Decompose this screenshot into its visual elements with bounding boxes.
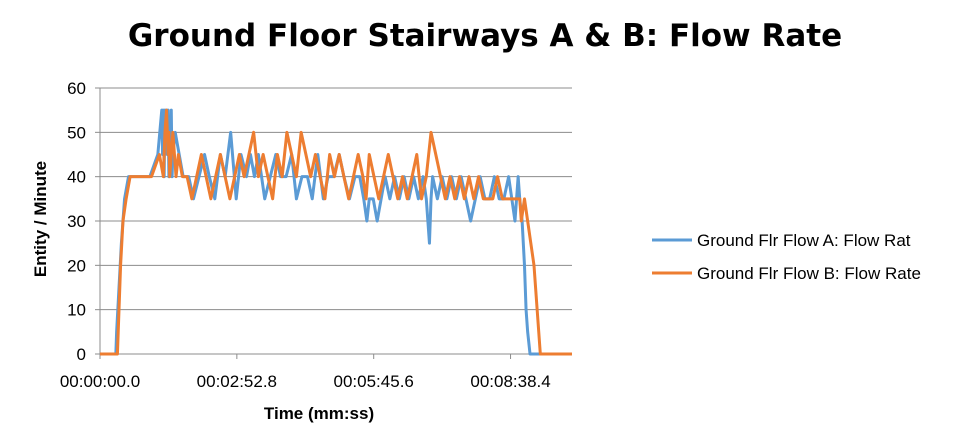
y-tick-label: 60 bbox=[67, 79, 86, 98]
x-tick-label: 00:00:00.0 bbox=[60, 372, 140, 391]
legend-label: Ground Flr Flow A: Flow Rat bbox=[697, 231, 911, 250]
x-tick-label: 00:02:52.8 bbox=[197, 372, 277, 391]
legend-label: Ground Flr Flow B: Flow Rate bbox=[697, 264, 921, 283]
y-tick-label: 0 bbox=[77, 345, 86, 364]
chart-title: Ground Floor Stairways A & B: Flow Rate bbox=[127, 18, 843, 54]
y-tick-label: 40 bbox=[67, 168, 86, 187]
x-tick-label: 00:08:38.4 bbox=[470, 372, 550, 391]
y-tick-label: 50 bbox=[67, 123, 86, 142]
x-axis-title: Time (mm:ss) bbox=[264, 404, 374, 423]
x-tick-label: 00:05:45.6 bbox=[334, 372, 414, 391]
series-line-b bbox=[100, 108, 572, 356]
y-tick-label: 10 bbox=[67, 301, 86, 320]
y-axis-title: Entity / Minute bbox=[31, 161, 50, 277]
y-tick-label: 30 bbox=[67, 212, 86, 231]
y-tick-label: 20 bbox=[67, 256, 86, 275]
